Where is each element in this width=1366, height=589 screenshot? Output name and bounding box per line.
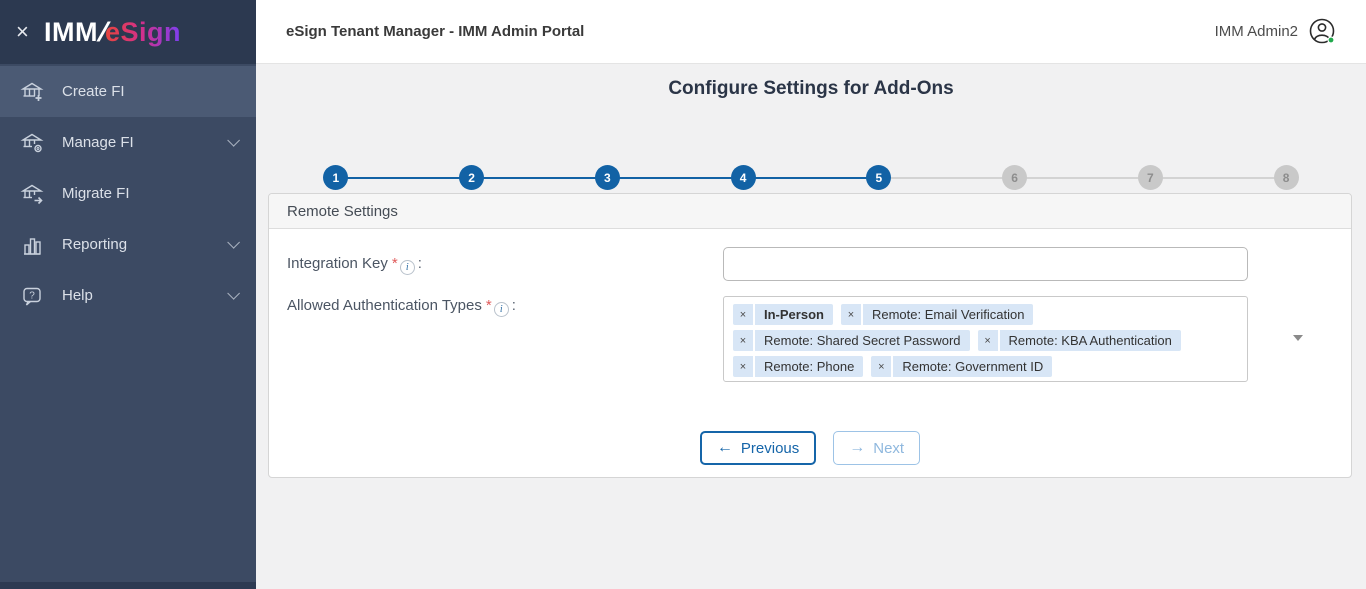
- bank-plus-icon: [20, 80, 44, 104]
- chip-remote-phone: × Remote: Phone: [733, 356, 864, 377]
- chevron-down-icon: [227, 134, 240, 147]
- arrow-right-icon: →: [849, 439, 866, 456]
- sidebar: × IMM/eSign Create FI Manage FI: [0, 0, 256, 589]
- svg-text:?: ?: [29, 290, 35, 301]
- bar-chart-icon: [20, 233, 44, 257]
- label-colon: :: [511, 297, 516, 314]
- close-icon[interactable]: ×: [16, 19, 29, 44]
- sidebar-item-reporting[interactable]: Reporting: [0, 219, 256, 270]
- sidebar-item-manage-fi[interactable]: Manage FI: [0, 117, 256, 168]
- chip-remove-icon[interactable]: ×: [871, 356, 892, 377]
- chip-remove-icon[interactable]: ×: [733, 304, 753, 325]
- chip-remove-icon[interactable]: ×: [733, 330, 753, 351]
- chip-label: Remote: KBA Authentication: [999, 330, 1181, 351]
- auth-types-label: Allowed Authentication Types * i:: [287, 297, 516, 317]
- sidebar-nav: Create FI Manage FI Migrate FI Reporti: [0, 64, 256, 321]
- step-circle[interactable]: 1: [323, 165, 349, 190]
- chip-label: Remote: Shared Secret Password: [755, 330, 970, 351]
- topbar: eSign Tenant Manager - IMM Admin Portal …: [256, 0, 1366, 64]
- required-asterisk: *: [391, 255, 398, 272]
- sidebar-item-label: Manage FI: [62, 134, 134, 151]
- help-bubble-icon: ?: [20, 284, 44, 308]
- chip-remove-icon[interactable]: ×: [840, 304, 861, 325]
- previous-button[interactable]: ← Previous: [699, 431, 817, 465]
- chip-label: Remote: Government ID: [893, 356, 1053, 377]
- info-icon[interactable]: i: [399, 260, 415, 275]
- bank-gear-icon: [20, 131, 44, 155]
- logo-esign-text: eSign: [105, 16, 182, 47]
- auth-types-row: Allowed Authentication Types * i: × In-Per…: [287, 296, 1333, 382]
- remote-settings-panel: Remote Settings Integration Key * i: Allow…: [268, 193, 1352, 478]
- step-circle: 8: [1273, 165, 1299, 190]
- sidebar-item-label: Reporting: [62, 236, 128, 253]
- wizard-buttons: ← Previous → Next: [269, 431, 1351, 465]
- dropdown-caret-icon[interactable]: [1293, 335, 1303, 341]
- chip-label: In-Person: [755, 304, 833, 325]
- arrow-left-icon: ←: [716, 439, 733, 456]
- chip-remove-icon[interactable]: ×: [977, 330, 998, 351]
- step-circle[interactable]: 5: [866, 165, 892, 190]
- required-asterisk: *: [485, 297, 492, 314]
- chip-remote-email-verification: × Remote: Email Verification: [840, 304, 1034, 325]
- user-avatar-icon[interactable]: [1308, 17, 1338, 47]
- main-content: Configure Settings for Add-Ons 1 BASIC D…: [256, 64, 1366, 589]
- chevron-down-icon: [227, 236, 240, 249]
- panel-header: Remote Settings: [269, 194, 1351, 229]
- integration-key-label: Integration Key * i:: [287, 255, 422, 275]
- chip-label: Remote: Phone: [755, 356, 864, 377]
- next-button[interactable]: → Next: [833, 431, 921, 465]
- step-circle[interactable]: 3: [594, 165, 620, 190]
- step-circle: 6: [1002, 165, 1028, 190]
- chip-remote-government-id: × Remote: Government ID: [871, 356, 1053, 377]
- step-circle: 7: [1137, 165, 1163, 190]
- step-circle[interactable]: 2: [459, 165, 485, 190]
- step-circle[interactable]: 4: [730, 165, 756, 190]
- sidebar-item-label: Create FI: [62, 83, 125, 100]
- app-logo: IMM/eSign: [44, 17, 181, 48]
- chip-remove-icon[interactable]: ×: [733, 356, 753, 377]
- sidebar-item-label: Migrate FI: [62, 185, 130, 202]
- info-icon[interactable]: i: [493, 302, 509, 317]
- sidebar-item-create-fi[interactable]: Create FI: [0, 66, 256, 117]
- chevron-down-icon: [227, 287, 240, 300]
- chip-remote-kba-authentication: × Remote: KBA Authentication: [977, 330, 1181, 351]
- chip-remote-shared-secret-password: × Remote: Shared Secret Password: [733, 330, 970, 351]
- chip-label: Remote: Email Verification: [862, 304, 1034, 325]
- integration-key-row: Integration Key * i:: [287, 247, 1333, 281]
- logo-imm-text: IMM: [44, 16, 98, 47]
- bank-arrow-icon: [20, 182, 44, 206]
- chip-in-person: × In-Person: [733, 304, 833, 325]
- user-area: IMM Admin2: [1215, 17, 1338, 47]
- auth-types-multiselect[interactable]: × In-Person × Remote: Email Verification…: [723, 296, 1248, 382]
- portal-title: eSign Tenant Manager - IMM Admin Portal: [286, 23, 585, 40]
- panel-title: Remote Settings: [287, 202, 398, 220]
- stepper-connector-line: [335, 177, 1287, 179]
- label-colon: :: [417, 255, 422, 272]
- sidebar-item-label: Help: [62, 287, 93, 304]
- user-name: IMM Admin2: [1214, 23, 1298, 40]
- sidebar-item-help[interactable]: ? Help: [0, 270, 256, 321]
- page-title: Configure Settings for Add-Ons: [668, 78, 954, 99]
- integration-key-input[interactable]: [723, 247, 1248, 281]
- sidebar-logo-bar: × IMM/eSign: [0, 0, 256, 64]
- sidebar-footer-strip: [0, 582, 256, 589]
- sidebar-item-migrate-fi[interactable]: Migrate FI: [0, 168, 256, 219]
